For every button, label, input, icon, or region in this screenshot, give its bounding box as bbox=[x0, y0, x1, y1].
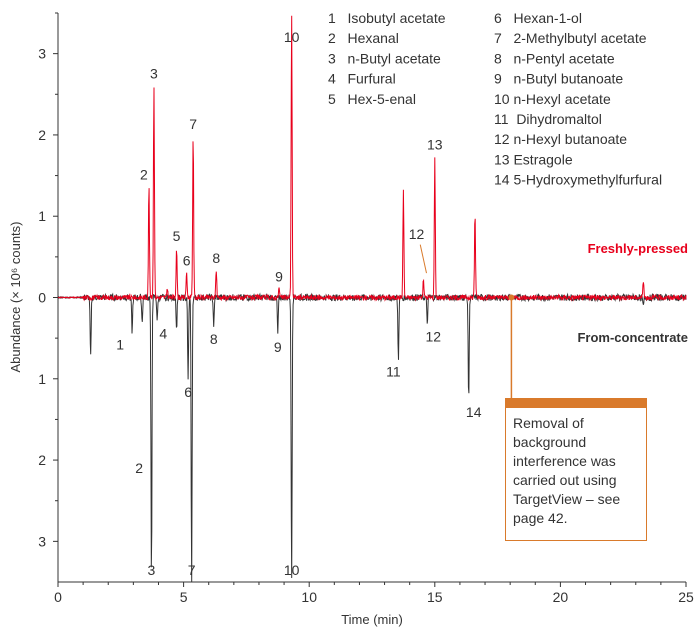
annotation-box: Removal of background interference was carr… bbox=[505, 398, 647, 541]
annotation-text: Removal of background interference was carr… bbox=[506, 408, 646, 528]
conc-peak-label-14: 14 bbox=[466, 404, 482, 420]
fresh-peak-label-5: 5 bbox=[173, 228, 181, 244]
legend-entry: 13 Estragole bbox=[494, 151, 573, 167]
conc-peak-label-9: 9 bbox=[274, 339, 282, 355]
y-tick-label: 3 bbox=[38, 533, 46, 549]
x-axis-title: Time (min) bbox=[341, 612, 403, 627]
legend: 1 Isobutyl acetate 2 Hexanal 3 n-Butyl ace… bbox=[328, 10, 662, 188]
conc-peak-label-4: 4 bbox=[159, 325, 167, 341]
annotation-line-2: background bbox=[513, 434, 587, 450]
fresh-peak-label-2: 2 bbox=[140, 166, 148, 182]
x-tick-label: 10 bbox=[301, 589, 317, 605]
legend-entry: 4 Furfural bbox=[328, 71, 396, 87]
conc-peak-label-8: 8 bbox=[210, 331, 218, 347]
x-tick-label: 0 bbox=[54, 589, 62, 605]
freshly-pressed-trace bbox=[57, 15, 687, 302]
annotation-line-6: page 42. bbox=[513, 510, 568, 526]
conc-peak-label-6: 6 bbox=[184, 384, 192, 400]
fresh-peak-label-9: 9 bbox=[275, 269, 283, 285]
annotation-connector bbox=[508, 294, 515, 398]
legend-entry: 6 Hexan-1-ol bbox=[494, 10, 582, 26]
annotation-marker bbox=[508, 294, 515, 301]
conc-peak-label-12: 12 bbox=[425, 329, 441, 345]
annotation-header-bar bbox=[506, 399, 646, 408]
y-axis-title: Abundance (× 10⁶ counts) bbox=[8, 222, 23, 373]
fresh-peak-label-13: 13 bbox=[427, 136, 443, 152]
conc-peak-label-7: 7 bbox=[188, 562, 196, 578]
legend-entry: 1 Isobutyl acetate bbox=[328, 10, 446, 26]
freshly-pressed-line bbox=[57, 15, 687, 302]
fresh-peak-label-12: 12 bbox=[409, 226, 425, 242]
legend-entry: 12 n-Hexyl butanoate bbox=[494, 131, 627, 147]
x-tick-label: 15 bbox=[427, 589, 443, 605]
annotation-line-3: interference was bbox=[513, 453, 616, 469]
conc-peak-label-1: 1 bbox=[116, 337, 124, 353]
fresh-peak-label-8: 8 bbox=[212, 250, 220, 266]
legend-entry: 9 n-Butyl butanoate bbox=[494, 71, 623, 87]
legend-entry: 7 2-Methylbutyl acetate bbox=[494, 30, 647, 46]
x-tick-label: 5 bbox=[180, 589, 188, 605]
annotation-line-5: TargetView – see bbox=[513, 491, 621, 507]
fresh-peak-label-3: 3 bbox=[150, 66, 158, 82]
conc-peak-label-11: 11 bbox=[386, 363, 401, 379]
fresh-peak-label-6: 6 bbox=[183, 252, 191, 268]
conc-peak-label-10: 10 bbox=[284, 562, 300, 578]
annotation-line-4: carried out using bbox=[513, 472, 617, 488]
legend-entry: 14 5-Hydroxymethylfurfural bbox=[494, 172, 662, 188]
y-tick-label: 3 bbox=[38, 46, 46, 62]
fresh-peak-label-7: 7 bbox=[189, 116, 197, 132]
y-tick-label: 1 bbox=[38, 208, 46, 224]
freshly-pressed-label: Freshly-pressed bbox=[588, 241, 688, 256]
conc-peak-label-3: 3 bbox=[148, 562, 156, 578]
legend-entry: 2 Hexanal bbox=[328, 30, 399, 46]
legend-entry: 10 n-Hexyl acetate bbox=[494, 91, 611, 107]
legend-entry: 5 Hex-5-enal bbox=[328, 91, 416, 107]
x-tick-label: 20 bbox=[553, 589, 569, 605]
x-tick-label: 25 bbox=[678, 589, 694, 605]
peak-12-connector bbox=[419, 244, 427, 274]
y-tick-label: 0 bbox=[38, 290, 46, 306]
legend-entry: 8 n-Pentyl acetate bbox=[494, 50, 615, 66]
legend-entry: 3 n-Butyl acetate bbox=[328, 50, 441, 66]
annotation-line-1: Removal of bbox=[513, 415, 584, 431]
fresh-peak-label-10: 10 bbox=[284, 29, 300, 45]
legend-entry: 11 Dihydromaltol bbox=[494, 111, 602, 127]
y-tick-label: 1 bbox=[38, 371, 46, 387]
y-tick-label: 2 bbox=[38, 127, 46, 143]
y-tick-label: 2 bbox=[38, 452, 46, 468]
conc-peak-label-2: 2 bbox=[135, 460, 143, 476]
from-concentrate-label: From-concentrate bbox=[577, 330, 688, 345]
